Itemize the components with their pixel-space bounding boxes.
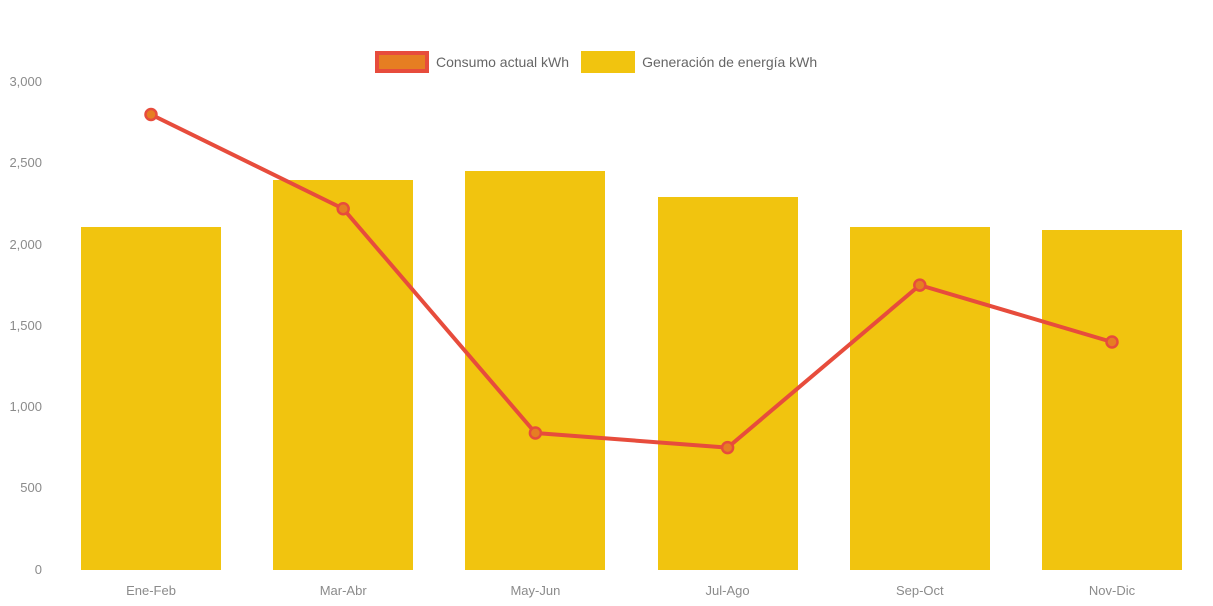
x-tick-label: Sep-Oct	[895, 583, 944, 598]
x-tick-label: Mar-Abr	[319, 583, 367, 598]
y-tick-label: 500	[20, 480, 42, 496]
y-tick-label: 3,000	[9, 74, 42, 89]
y-tick-label: 2,000	[9, 236, 42, 252]
bar-generacion[interactable]	[465, 171, 606, 570]
consumo-point[interactable]	[528, 426, 543, 440]
consumo-point[interactable]	[720, 440, 735, 455]
legend-swatch-generacion	[581, 51, 636, 73]
consumo-point[interactable]	[1105, 335, 1119, 349]
y-tick-label: 1,000	[9, 399, 42, 414]
legend-swatch-consumo	[375, 51, 429, 73]
x-tick-label: Ene-Feb	[126, 583, 176, 598]
y-tick-label: 2,500	[9, 155, 42, 171]
legend-label-consumo: Consumo actual kWh	[436, 54, 570, 70]
legend-label-generacion: Generación de energía kWh	[642, 54, 818, 70]
bar-generacion[interactable]	[273, 179, 414, 570]
legend-item-consumo[interactable]: Consumo actual kWh	[375, 51, 569, 73]
consumo-point[interactable]	[336, 202, 350, 216]
bar-generacion[interactable]	[657, 197, 798, 570]
bar-generacion[interactable]	[1042, 229, 1182, 570]
x-tick-label: Jul-Ago	[705, 583, 750, 598]
consumo-line	[149, 112, 1114, 450]
consumo-point[interactable]	[913, 278, 927, 292]
consumo-point[interactable]	[144, 107, 158, 122]
bar-generacion[interactable]	[81, 226, 221, 570]
x-tick-label: May-Jun	[510, 583, 561, 598]
x-tick-label: Nov-Dic	[1088, 583, 1136, 598]
legend-item-generacion[interactable]: Generación de energía kWh	[581, 51, 817, 73]
legend: Consumo actual kWh Generación de energía…	[375, 51, 817, 73]
y-tick-label: 0	[34, 561, 42, 577]
y-tick-label: 1,500	[9, 317, 42, 333]
